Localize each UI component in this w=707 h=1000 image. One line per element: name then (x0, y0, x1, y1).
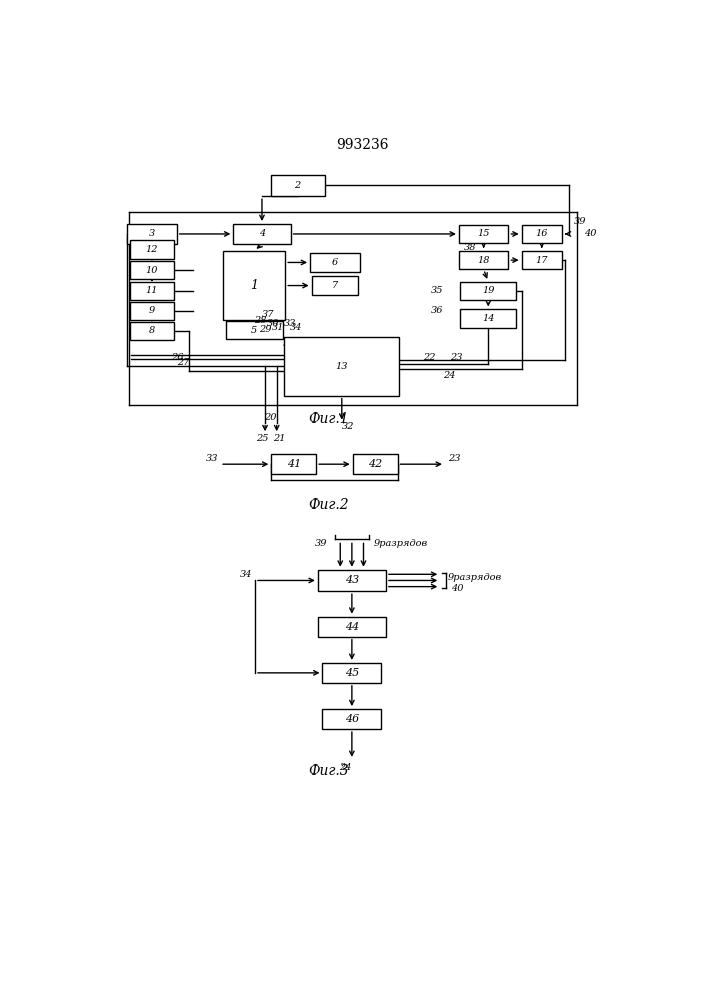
Text: 33: 33 (206, 454, 218, 463)
Text: 34: 34 (290, 323, 303, 332)
Text: 21: 21 (273, 434, 286, 443)
Text: 993236: 993236 (336, 138, 388, 152)
Text: 25: 25 (257, 434, 269, 443)
Text: 8: 8 (148, 326, 155, 335)
Text: 24: 24 (443, 371, 456, 380)
Bar (130, 261, 174, 279)
Text: 36: 36 (431, 306, 443, 315)
Bar (322, 663, 381, 683)
Text: 6: 6 (332, 258, 338, 267)
Bar (130, 282, 174, 300)
Bar (459, 251, 508, 269)
Text: 9: 9 (148, 306, 155, 315)
Text: 5: 5 (251, 326, 257, 335)
Text: 31: 31 (272, 323, 284, 332)
Text: Фиг.3: Фиг.3 (308, 764, 349, 778)
Bar (233, 224, 291, 244)
Text: 29: 29 (259, 325, 271, 334)
Bar (284, 337, 399, 396)
Text: 38: 38 (463, 243, 476, 252)
Text: 9разрядов: 9разрядов (448, 573, 502, 582)
Text: 35: 35 (431, 286, 443, 295)
Text: 3: 3 (148, 229, 155, 238)
Text: 40: 40 (451, 584, 464, 593)
Text: Фиг.1: Фиг.1 (308, 412, 349, 426)
Text: 30: 30 (267, 319, 279, 328)
Text: 34: 34 (240, 570, 252, 579)
Text: 37: 37 (262, 310, 274, 319)
Text: 41: 41 (286, 459, 301, 469)
Text: 9разрядов: 9разрядов (373, 539, 428, 548)
Text: 45: 45 (345, 668, 359, 678)
Text: 13: 13 (336, 362, 348, 371)
Bar (127, 224, 177, 244)
Bar (322, 709, 381, 729)
Text: 24: 24 (339, 763, 352, 772)
Text: 44: 44 (345, 622, 359, 632)
Text: 26: 26 (171, 353, 184, 362)
Text: 18: 18 (477, 256, 490, 265)
Bar (312, 276, 358, 295)
Bar (223, 251, 285, 320)
Text: 32: 32 (341, 422, 354, 431)
Text: 11: 11 (146, 286, 158, 295)
Text: 42: 42 (368, 459, 382, 469)
Bar (130, 322, 174, 340)
Text: 10: 10 (146, 266, 158, 275)
Bar (130, 240, 174, 259)
Bar (459, 225, 508, 243)
Text: 14: 14 (482, 314, 494, 323)
Text: 23: 23 (450, 353, 463, 362)
Text: 4: 4 (259, 229, 265, 238)
Text: 19: 19 (482, 286, 494, 295)
Text: 28: 28 (255, 316, 267, 325)
Text: 22: 22 (423, 353, 436, 362)
Text: 39: 39 (574, 217, 587, 226)
Bar (317, 617, 386, 637)
Bar (460, 309, 516, 328)
Bar (130, 302, 174, 320)
Bar (226, 321, 283, 339)
Bar (353, 454, 397, 474)
Text: 7: 7 (332, 281, 338, 290)
Text: 16: 16 (535, 229, 548, 238)
Bar (271, 454, 316, 474)
Bar (271, 175, 325, 196)
Text: 2: 2 (295, 181, 300, 190)
Text: 23: 23 (448, 454, 460, 463)
Text: 43: 43 (345, 575, 359, 585)
Text: 15: 15 (477, 229, 490, 238)
Text: 1: 1 (250, 279, 258, 292)
Bar (522, 251, 562, 269)
Text: 20: 20 (264, 413, 276, 422)
Text: 33: 33 (284, 319, 296, 328)
Text: 40: 40 (584, 229, 597, 238)
Bar (522, 225, 562, 243)
Text: Фиг.2: Фиг.2 (308, 498, 349, 512)
Bar (460, 282, 516, 300)
Text: 46: 46 (345, 714, 359, 724)
Bar (310, 253, 360, 272)
Bar (317, 570, 386, 591)
Text: 12: 12 (146, 245, 158, 254)
Text: 39: 39 (315, 539, 327, 548)
Text: 17: 17 (535, 256, 548, 265)
Text: 27: 27 (177, 358, 189, 367)
